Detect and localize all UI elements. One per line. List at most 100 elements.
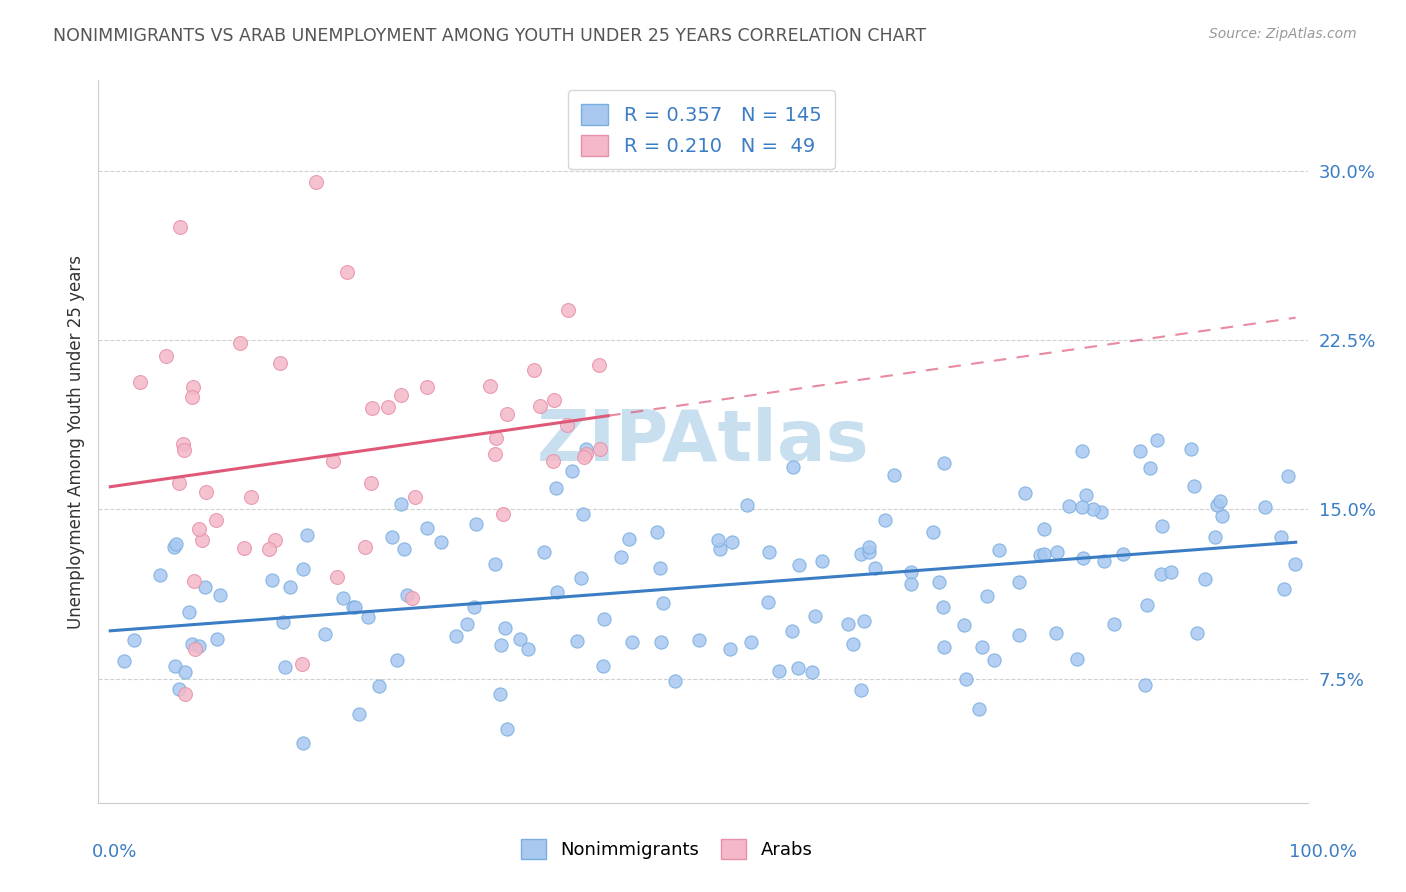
Point xyxy=(1070,500,1092,515)
Point xyxy=(392,541,415,556)
Point xyxy=(273,615,295,629)
Point xyxy=(415,521,437,535)
Point xyxy=(718,642,741,657)
Point xyxy=(976,589,998,603)
Point xyxy=(709,542,731,557)
Point xyxy=(165,537,187,551)
Point xyxy=(588,358,610,372)
Point xyxy=(347,706,370,721)
Point xyxy=(416,380,439,394)
Point xyxy=(465,516,488,531)
Point xyxy=(546,481,568,495)
Point xyxy=(1059,499,1081,513)
Point xyxy=(1150,518,1173,533)
Point xyxy=(557,302,579,317)
Point xyxy=(883,468,905,483)
Point xyxy=(257,542,280,557)
Point xyxy=(768,664,790,678)
Point xyxy=(292,736,315,750)
Point xyxy=(181,390,204,404)
Point xyxy=(900,565,922,579)
Point xyxy=(837,617,859,632)
Point xyxy=(922,524,945,539)
Point xyxy=(332,591,354,606)
Point xyxy=(810,554,832,568)
Text: ZIPAtlas: ZIPAtlas xyxy=(537,407,869,476)
Point xyxy=(983,653,1005,667)
Point xyxy=(1066,652,1088,666)
Point xyxy=(385,653,408,667)
Point xyxy=(756,595,779,609)
Point xyxy=(187,640,209,654)
Point xyxy=(516,642,538,657)
Text: 100.0%: 100.0% xyxy=(1289,843,1357,861)
Legend: Nonimmigrants, Arabs: Nonimmigrants, Arabs xyxy=(513,831,820,866)
Point xyxy=(184,641,207,656)
Point xyxy=(1194,572,1216,586)
Point xyxy=(932,640,955,655)
Point xyxy=(567,633,589,648)
Point xyxy=(1150,567,1173,582)
Point xyxy=(240,490,263,504)
Point xyxy=(180,637,202,651)
Point xyxy=(782,459,804,474)
Point xyxy=(589,442,612,456)
Text: Source: ZipAtlas.com: Source: ZipAtlas.com xyxy=(1209,27,1357,41)
Point xyxy=(1008,575,1031,590)
Point xyxy=(787,661,810,675)
Point xyxy=(169,220,191,235)
Point xyxy=(167,476,190,491)
Text: NONIMMIGRANTS VS ARAB UNEMPLOYMENT AMONG YOUTH UNDER 25 YEARS CORRELATION CHART: NONIMMIGRANTS VS ARAB UNEMPLOYMENT AMONG… xyxy=(53,27,927,45)
Point xyxy=(191,533,214,547)
Point xyxy=(928,575,950,590)
Point xyxy=(444,629,467,643)
Y-axis label: Unemployment Among Youth under 25 years: Unemployment Among Youth under 25 years xyxy=(66,254,84,629)
Point xyxy=(183,574,205,588)
Point xyxy=(529,400,551,414)
Point xyxy=(314,627,336,641)
Point xyxy=(291,657,314,672)
Point xyxy=(858,545,880,559)
Point xyxy=(292,562,315,576)
Point xyxy=(863,561,886,575)
Point xyxy=(208,589,231,603)
Point xyxy=(495,722,517,736)
Point xyxy=(851,682,873,697)
Point xyxy=(389,497,412,511)
Point xyxy=(569,571,592,585)
Point xyxy=(1146,434,1168,448)
Point xyxy=(269,356,291,370)
Point xyxy=(167,682,190,697)
Point xyxy=(782,624,804,638)
Point xyxy=(149,567,172,582)
Point xyxy=(463,600,485,615)
Point xyxy=(401,591,423,605)
Point xyxy=(1208,494,1230,508)
Point xyxy=(173,687,195,701)
Point xyxy=(592,659,614,673)
Point xyxy=(932,599,955,614)
Point xyxy=(163,540,186,554)
Point xyxy=(509,632,531,646)
Point xyxy=(523,363,546,377)
Point xyxy=(803,609,825,624)
Point xyxy=(172,437,194,451)
Point xyxy=(122,633,145,648)
Point xyxy=(354,540,377,554)
Point xyxy=(179,605,201,619)
Point xyxy=(1071,444,1094,458)
Point xyxy=(173,442,195,457)
Point xyxy=(546,585,568,599)
Point xyxy=(1032,522,1054,536)
Point xyxy=(1032,547,1054,561)
Point xyxy=(541,454,564,468)
Point xyxy=(575,447,598,461)
Point xyxy=(1112,548,1135,562)
Point xyxy=(610,550,633,565)
Point xyxy=(163,658,186,673)
Point xyxy=(1270,530,1292,544)
Point xyxy=(953,618,976,632)
Point xyxy=(129,375,152,389)
Point xyxy=(972,640,994,655)
Point xyxy=(485,431,508,445)
